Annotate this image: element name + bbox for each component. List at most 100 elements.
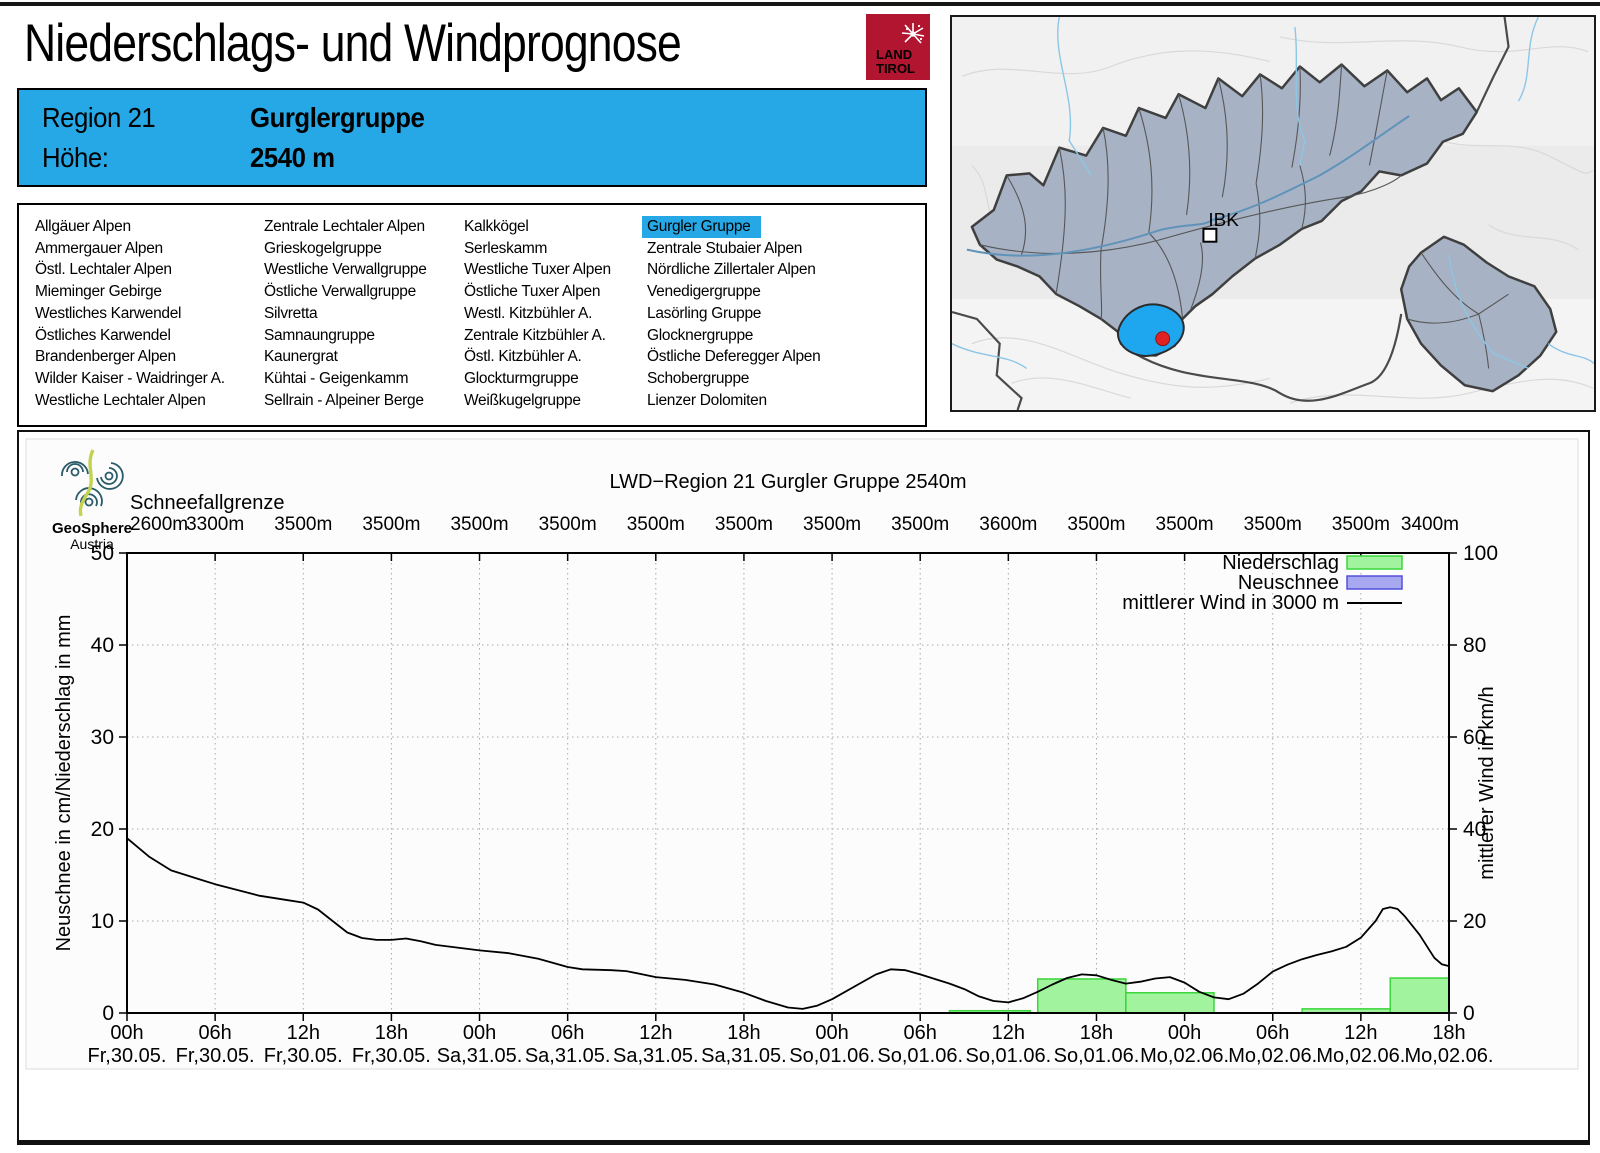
- svg-text:3500m: 3500m: [1067, 514, 1125, 535]
- region-list-column-2: Zentrale Lechtaler Alpen Grieskogelgruppe…: [264, 216, 427, 411]
- region-item[interactable]: Zentrale Lechtaler Alpen: [264, 218, 425, 235]
- land-tirol-logo: LAND TIROL: [866, 14, 930, 80]
- region-item[interactable]: Lasörling Gruppe: [647, 304, 762, 322]
- svg-text:3500m: 3500m: [1156, 514, 1214, 535]
- svg-text:12h: 12h: [992, 1022, 1025, 1044]
- region-info-box: Region 21 Gurglergruppe Höhe: 2540 m: [17, 88, 927, 187]
- region-item[interactable]: Östliche Deferegger Alpen: [647, 348, 821, 366]
- forecast-chart: GeoSphere Austria 0 10 20 30 40 50 0 20 40 60 80 10…: [25, 438, 1579, 1070]
- svg-text:00h: 00h: [463, 1022, 496, 1044]
- region-item[interactable]: Glocknergruppe: [647, 326, 754, 344]
- region-item[interactable]: Westl. Kitzbühler A.: [464, 304, 593, 322]
- region-name: Gurglergruppe: [250, 102, 425, 133]
- hoehe-value: 2540 m: [250, 142, 335, 173]
- svg-text:Fr,30.05.: Fr,30.05.: [88, 1045, 167, 1067]
- region-item[interactable]: Silvretta: [264, 304, 318, 322]
- svg-text:12h: 12h: [287, 1022, 320, 1044]
- geosphere-name: GeoSphere: [52, 520, 132, 537]
- logo-line1: LAND: [876, 47, 912, 62]
- svg-text:3500m: 3500m: [539, 514, 597, 535]
- region-item[interactable]: Westliche Tuxer Alpen: [464, 261, 611, 279]
- region-item[interactable]: Mieminger Gebirge: [35, 283, 162, 301]
- svg-text:100: 100: [1463, 542, 1498, 565]
- svg-text:Sa,31.05.: Sa,31.05.: [701, 1045, 787, 1067]
- snowline-label: Schneefallgrenze: [130, 492, 285, 514]
- svg-text:50: 50: [91, 542, 114, 565]
- region-item[interactable]: Lienzer Dolomiten: [647, 391, 767, 409]
- region-item[interactable]: Westliche Lechtaler Alpen: [35, 391, 206, 409]
- svg-text:3500m: 3500m: [362, 514, 420, 535]
- svg-text:Neuschnee: Neuschnee: [1238, 572, 1339, 594]
- region-item[interactable]: Westliche Verwallgruppe: [264, 261, 427, 279]
- axis-labels: 0102030405002040608010000hFr,30.05.06hFr…: [53, 471, 1498, 1067]
- region-item[interactable]: Östliche Verwallgruppe: [264, 283, 416, 301]
- svg-text:30: 30: [91, 726, 114, 749]
- svg-text:06h: 06h: [198, 1022, 231, 1044]
- logo-line2: TIROL: [876, 61, 915, 76]
- region-item[interactable]: Brandenberger Alpen: [35, 348, 176, 366]
- hoehe-label: Höhe:: [42, 142, 109, 173]
- region-item[interactable]: Venedigergruppe: [647, 283, 761, 301]
- svg-text:So,01.06.: So,01.06.: [966, 1045, 1052, 1067]
- region-item[interactable]: Zentrale Kitzbühler A.: [464, 326, 606, 344]
- ibk-label: IBK: [1208, 209, 1239, 230]
- region-item[interactable]: Allgäuer Alpen: [35, 218, 131, 235]
- region-item[interactable]: Östliche Tuxer Alpen: [464, 283, 601, 301]
- region-item[interactable]: Kalkkögel: [464, 218, 529, 235]
- svg-text:2600m: 2600m: [130, 514, 188, 535]
- chart-title: LWD−Region 21 Gurgler Gruppe 2540m: [609, 471, 966, 493]
- svg-text:3500m: 3500m: [274, 514, 332, 535]
- svg-text:3500m: 3500m: [891, 514, 949, 535]
- region-item[interactable]: Wilder Kaiser - Waidringer A.: [35, 369, 225, 387]
- wind-line: [126, 837, 1450, 1010]
- svg-text:3500m: 3500m: [450, 514, 508, 535]
- svg-text:Fr,30.05.: Fr,30.05.: [264, 1045, 343, 1067]
- svg-text:Mo,02.06.: Mo,02.06.: [1228, 1045, 1317, 1067]
- tirol-eagle-icon: [901, 23, 925, 44]
- svg-text:00h: 00h: [110, 1022, 143, 1044]
- svg-text:20: 20: [91, 818, 114, 841]
- svg-text:60: 60: [1463, 726, 1486, 749]
- geosphere-sub: Austria: [70, 536, 114, 552]
- station-dot: [1155, 331, 1171, 347]
- region-item[interactable]: Grieskogelgruppe: [264, 239, 382, 257]
- region-item[interactable]: Weißkugelgruppe: [464, 391, 581, 409]
- region-item[interactable]: Östl. Kitzbühler A.: [464, 348, 582, 366]
- region-item-selected[interactable]: Gurgler Gruppe: [642, 216, 761, 238]
- region-item[interactable]: Östliches Karwendel: [35, 326, 171, 344]
- grid: [127, 553, 1450, 1013]
- svg-text:0: 0: [102, 1002, 114, 1025]
- chart-background: [25, 438, 1579, 1070]
- region-list-column-1: Allgäuer Alpen Ammergauer Alpen Östl. Lech…: [35, 216, 225, 411]
- svg-text:Mo,02.06.: Mo,02.06.: [1405, 1045, 1494, 1067]
- niederschlag-bars: [948, 977, 1450, 1014]
- geosphere-logo-icon: [61, 449, 124, 517]
- region-item[interactable]: Schobergruppe: [647, 369, 750, 387]
- region-item[interactable]: Sellrain - Alpeiner Berge: [264, 391, 424, 409]
- svg-text:18h: 18h: [1432, 1022, 1465, 1044]
- svg-text:06h: 06h: [904, 1022, 937, 1044]
- svg-text:18h: 18h: [1080, 1022, 1113, 1044]
- plot-frame: [126, 552, 1450, 1014]
- axis-ticks: [119, 552, 1457, 1021]
- region-item[interactable]: Samnaungruppe: [264, 326, 375, 344]
- svg-text:Niederschlag: Niederschlag: [1222, 552, 1339, 574]
- svg-text:3500m: 3500m: [627, 514, 685, 535]
- svg-text:00h: 00h: [1168, 1022, 1201, 1044]
- region-item[interactable]: Kühtai - Geigenkamm: [264, 369, 409, 387]
- country-borders: [952, 17, 1510, 410]
- svg-text:12h: 12h: [1344, 1022, 1377, 1044]
- region-item[interactable]: Ammergauer Alpen: [35, 239, 163, 257]
- svg-text:3500m: 3500m: [1332, 514, 1390, 535]
- svg-text:3500m: 3500m: [1244, 514, 1302, 535]
- ibk-marker: [1202, 227, 1218, 243]
- region-item[interactable]: Glockturmgruppe: [464, 369, 579, 387]
- region-item[interactable]: Östl. Lechtaler Alpen: [35, 261, 172, 279]
- region-item[interactable]: Zentrale Stubaier Alpen: [647, 239, 803, 257]
- svg-text:Mo,02.06.: Mo,02.06.: [1140, 1045, 1229, 1067]
- region-item[interactable]: Westliches Karwendel: [35, 304, 182, 322]
- region-item[interactable]: Nördliche Zillertaler Alpen: [647, 261, 816, 279]
- region-item[interactable]: Kaunergrat: [264, 348, 338, 366]
- region-item[interactable]: Serleskamm: [464, 239, 548, 257]
